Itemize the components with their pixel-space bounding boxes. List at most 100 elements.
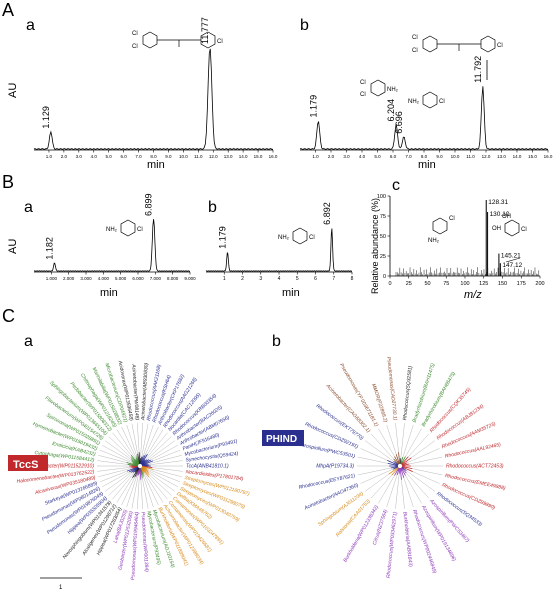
tree-branch-inner <box>130 457 139 465</box>
tree-branch-inner <box>137 468 140 476</box>
tree-branch <box>148 470 178 487</box>
tree-branch <box>108 472 134 496</box>
x-tick-label-B-c: 100 <box>460 281 469 287</box>
spectrum-arrow <box>505 257 521 263</box>
tree-leaf-label: Burkholderia(AAB81843) <box>401 511 413 567</box>
tree-leaf-label: Acinetobacter(PW08148) <box>130 363 140 420</box>
chart-B-b: b 1 2 3 4 5 6 7 8 1.179 6.892 min NH₂ Cl <box>205 199 354 299</box>
x-tick-label-B-c: 0 <box>388 281 391 287</box>
tree-branch-inner <box>401 467 407 474</box>
x-tick-label-A-a: 9.0 <box>165 154 172 159</box>
tree-branch-inner <box>141 466 150 473</box>
x-tick-label-B-b: 7 <box>332 276 335 282</box>
x-tick-label-A-a: 16.0 <box>269 154 278 159</box>
tree-branch <box>408 433 429 457</box>
tree-branch-inner <box>400 456 404 465</box>
scale-bar: 1 <box>40 577 82 591</box>
x-tick-label-A-a: 6.0 <box>120 154 127 159</box>
nh2-label-3: NH₂ <box>106 227 118 233</box>
tree-branch <box>116 429 136 460</box>
tree-branch <box>97 467 131 472</box>
tree-branch-inner <box>141 459 148 465</box>
cl-label-8: Cl <box>360 92 366 98</box>
tree-branch-inner <box>140 468 143 479</box>
tree-branch-inner <box>402 463 410 466</box>
tree-leaf-label: Pseudomonas(CAD27730.1) <box>385 356 398 421</box>
nh2-label-1: NH₂ <box>387 87 399 93</box>
tree-branch <box>143 424 154 456</box>
chromatogram-trace-A-b <box>299 86 549 150</box>
tree-branch-inner <box>142 465 153 468</box>
tree-branch <box>371 433 394 460</box>
tree-branch-inner <box>400 456 406 465</box>
nh2-label-2: NH₂ <box>408 99 420 105</box>
cl-label-12: Cl <box>449 216 455 222</box>
x-tick-label-B-c: 125 <box>479 281 488 287</box>
x-tick-label-A-a: 14.0 <box>239 154 248 159</box>
tree-branch <box>143 474 159 506</box>
tree-branch-inner <box>131 461 139 466</box>
tree-branch <box>365 474 389 492</box>
x-tick-label-A-a: 13.0 <box>224 154 233 159</box>
xlabel-B-c: m/z <box>464 289 482 301</box>
tree-branch <box>105 440 132 460</box>
x-tick-label-A-a: 5.0 <box>106 154 113 159</box>
x-tick-label-A-b: 10.0 <box>451 154 460 159</box>
tree-leaf-label: Acinetobacter(AB930830) <box>140 362 150 421</box>
cl-label-2: Cl <box>132 44 138 50</box>
x-tick-label-A-b: 15.0 <box>528 154 537 159</box>
x-tick-label-B-a: 9.000 <box>184 276 196 281</box>
tree-branch-inner <box>126 466 139 472</box>
dichloroaniline-structure: Cl Cl NH₂ <box>360 79 399 98</box>
chart-A-a: a AU 1.0 2.0 3.0 4.0 5.0 6.0 7.0 8.0 9.0 10.0 11.0… <box>7 17 278 171</box>
x-tick-label-A-b: 1.0 <box>312 154 319 159</box>
tree-branch <box>147 429 164 455</box>
x-tick-label-B-c: 175 <box>517 281 526 287</box>
y-tick-label-B-c: 75 <box>380 214 386 220</box>
tree-branch <box>116 477 133 503</box>
x-tick-label-A-b: 2.0 <box>328 154 335 159</box>
tree-branch <box>112 432 132 456</box>
cl-label-13: Cl <box>521 227 527 233</box>
chromatogram-trace-A-a <box>33 48 274 150</box>
tree-branch <box>144 432 168 461</box>
spectrum-peak-label: 130.10 <box>490 211 510 218</box>
tree-branch-inner <box>130 455 139 465</box>
tree-branch-inner <box>140 455 144 465</box>
tree-branch-inner <box>132 467 140 478</box>
tree-branch-inner <box>394 456 400 465</box>
tree-leaf-label: MhpA(P19734.3) <box>316 463 354 469</box>
tree-branch-inner <box>141 459 152 466</box>
sublabel-C-a: a <box>24 333 33 350</box>
sublabel-B-b: b <box>208 199 217 216</box>
y-tick-label-B-c: 0 <box>383 274 386 280</box>
panel-letter-A: A <box>2 0 14 20</box>
peak-label-B-b: 6.892 <box>322 202 332 225</box>
chromatogram-trace-B-a <box>33 219 191 272</box>
tree-branch <box>148 474 172 496</box>
tree-branch-inner <box>130 459 139 466</box>
tree-branch-inner <box>400 467 406 476</box>
tree-branch <box>98 455 127 463</box>
tree-branch-inner <box>128 466 139 473</box>
tree-branch-inner <box>141 459 150 466</box>
tree-branch <box>144 472 164 503</box>
tree-branch-inner <box>140 456 143 464</box>
tree-branch <box>142 478 149 509</box>
x-tick-label-A-b: 14.0 <box>513 154 522 159</box>
tree-branch <box>386 424 397 455</box>
tree-branch-inner <box>140 467 145 475</box>
tree-leaf-label: Rhodococcus(SQ32581) <box>402 365 414 420</box>
tree-branch-inner <box>387 463 398 466</box>
tree-branch <box>395 473 400 509</box>
tree-branch <box>102 471 130 487</box>
chart-B-a: a AU 1.000 2.000 3.000 4.000 5.000 6.000 7.000… <box>7 193 196 299</box>
tree-branch <box>406 472 429 499</box>
phylogenetic-tree-a: Acinetobacter(AB930830)Rhodococcus(AAK21… <box>16 359 250 580</box>
x-tick-label-B-b: 1 <box>223 276 226 282</box>
tree-branch-inner <box>401 462 408 466</box>
x-tick-label-A-a: 12.0 <box>209 154 218 159</box>
tree-branch-inner <box>391 467 399 476</box>
tree-branch <box>400 423 405 459</box>
tree-branch-inner <box>395 454 400 465</box>
